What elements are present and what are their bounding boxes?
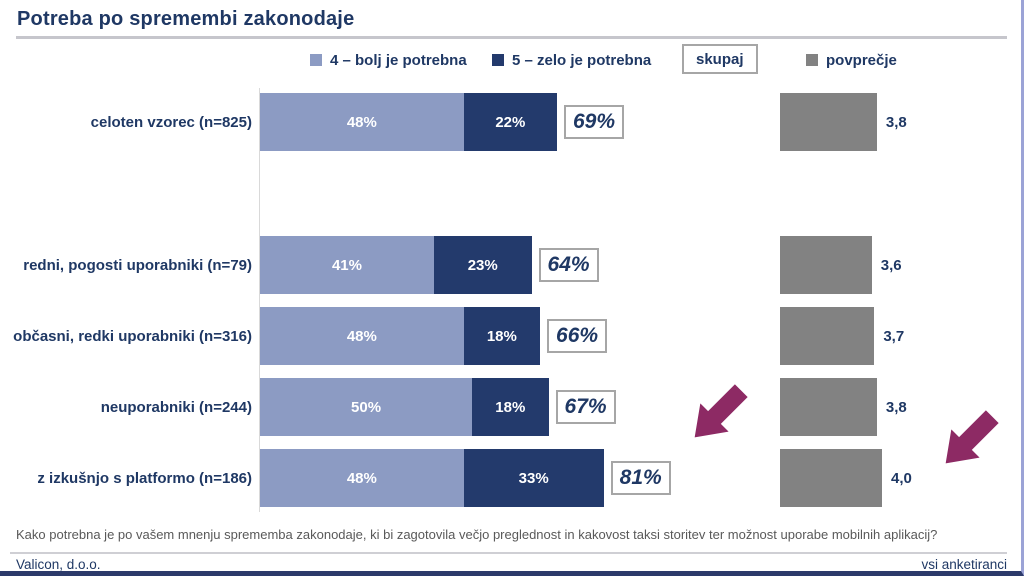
axis-line [259,88,260,512]
average-value: 3,6 [880,256,902,274]
stacked-bar: 48% 22% [260,93,557,151]
total-badge: 81% [610,461,671,495]
average-bar [780,307,875,365]
total-badge: 69% [564,105,625,139]
bar-segment-5: 22% [463,93,557,151]
survey-question: Kako potrebna je po vašem mnenju spremem… [16,527,938,542]
stacked-bar: 41% 23% [260,236,532,294]
page-title: Potreba po spremembi zakonodaje [17,8,355,30]
total-badge: 64% [538,248,599,282]
bar-value-5: 18% [486,327,517,345]
category-label: celoten vzorec (n=825) [90,113,252,131]
average-value: 3,7 [883,327,905,345]
total-badge: 67% [555,390,616,424]
bar-value-4: 41% [331,256,362,274]
bar-segment-4: 48% [260,449,464,507]
total-badge: 66% [547,319,608,353]
chart-row-redni-pogosti: redni, pogosti uporabniki (n=79) 41% 23%… [0,236,1021,294]
bar-segment-4: 41% [260,236,434,294]
legend-label-series5: 5 – zelo je potrebna [512,51,652,69]
average-value: 3,8 [885,113,907,131]
chart-row-celoten-vzorec: celoten vzorec (n=825) 48% 22% 69% 3,8 [0,93,1021,151]
bar-segment-4: 50% [260,378,473,436]
average-bar [780,236,872,294]
average-value: 4,0 [891,469,912,487]
footer-sample: vsi anketiranci [921,557,1007,572]
bar-segment-5: 18% [472,378,549,436]
bar-value-4: 50% [351,398,382,416]
title-divider [16,36,1007,39]
legend-item-average: povprečje [806,48,897,72]
bar-value-4: 48% [346,113,377,131]
bar-value-4: 48% [346,469,377,487]
bar-segment-4: 48% [260,307,464,365]
highlight-arrow-left-icon [694,381,748,447]
bar-value-5: 33% [518,469,549,487]
legend-skupaj-badge: skupaj [682,44,758,74]
average-bar [780,93,877,151]
footer-source: Valicon, d.o.o. [16,557,101,572]
category-label: redni, pogosti uporabniki (n=79) [23,256,252,274]
bar-value-4: 48% [346,327,377,345]
legend-item-series5: 5 – zelo je potrebna [492,48,651,72]
stacked-bar: 48% 18% [260,307,541,365]
average-bar [780,449,882,507]
legend-label-series4: 4 – bolj je potrebna [330,51,467,69]
category-label: občasni, redki uporabniki (n=316) [13,327,252,345]
bar-segment-4: 48% [260,93,464,151]
bar-segment-5: 33% [463,449,604,507]
bar-value-5: 23% [467,256,498,274]
chart-row-neuporabniki: neuporabniki (n=244) 50% 18% 67% 3,8 [0,378,1021,436]
legend-swatch-series4-icon [310,54,322,66]
chart-row-z-izkusnjo: z izkušnjo s platformo (n=186) 48% 33% 8… [0,449,1021,507]
bar-segment-5: 18% [463,307,541,365]
legend-label-average: povprečje [826,51,897,69]
legend-item-series4: 4 – bolj je potrebna [310,48,467,72]
stacked-bar: 48% 33% [260,449,604,507]
stacked-bar: 50% 18% [260,378,549,436]
category-label: neuporabniki (n=244) [100,398,252,416]
chart-row-obcasni-redki: občasni, redki uporabniki (n=316) 48% 18… [0,307,1021,365]
average-value: 3,8 [885,398,907,416]
highlight-arrow-right-icon [945,407,999,473]
legend-swatch-series5-icon [492,54,504,66]
bar-value-5: 22% [495,113,526,131]
footer-divider [10,552,1007,554]
bar-value-5: 18% [495,398,526,416]
bar-segment-5: 23% [433,236,532,294]
legend-swatch-average-icon [806,54,818,66]
average-bar [780,378,877,436]
category-label: z izkušnjo s platformo (n=186) [37,469,252,487]
